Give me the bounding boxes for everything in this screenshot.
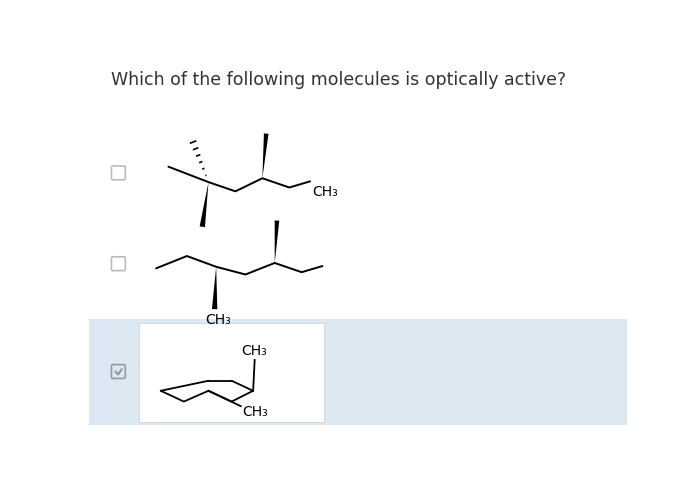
Text: CH₃: CH₃ [243, 405, 268, 419]
Text: CH₃: CH₃ [206, 313, 231, 327]
Text: CH₃: CH₃ [241, 344, 266, 358]
Polygon shape [200, 182, 208, 227]
Polygon shape [212, 267, 217, 309]
Bar [139, 323, 324, 422]
Bar [89, 319, 628, 425]
Polygon shape [275, 220, 280, 263]
Text: CH₃: CH₃ [312, 185, 338, 199]
Polygon shape [262, 133, 268, 178]
Text: Which of the following molecules is optically active?: Which of the following molecules is opti… [110, 71, 565, 89]
